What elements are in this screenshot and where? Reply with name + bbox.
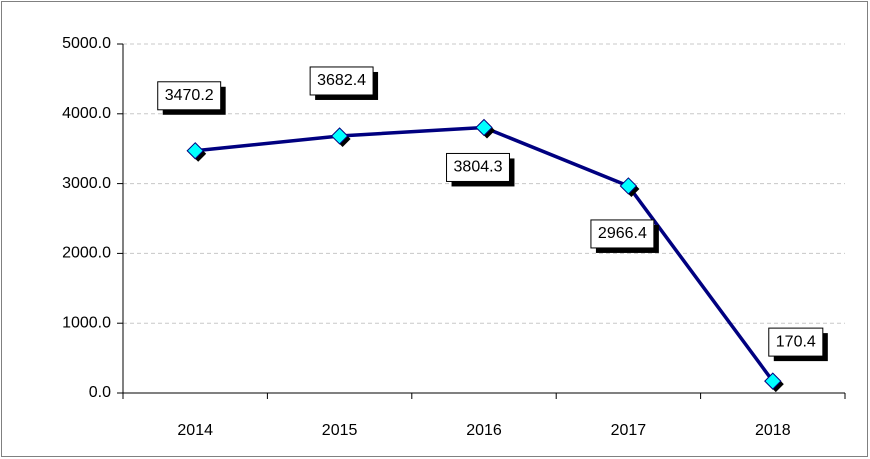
data-label-text: 170.4 [776,333,816,350]
data-label: 2966.4 [590,219,659,253]
data-label-box [590,219,655,249]
data-label-text: 3470.2 [165,87,214,104]
y-tick-label: 1000.0 [62,314,111,331]
x-tick-label: 2018 [755,422,791,439]
data-label: 3804.3 [446,152,515,187]
data-label: 170.4 [768,327,828,362]
x-tick-label: 2016 [466,422,502,439]
y-tick-label: 2000.0 [62,245,111,262]
marker [475,118,493,137]
marker [619,177,638,195]
data-label-text: 3682.4 [317,72,366,89]
data-label-box [768,327,824,357]
y-tick-label: 0.0 [89,384,111,401]
marker [330,127,349,145]
data-label-box [309,66,374,96]
data-label-text: 2966.4 [598,225,647,242]
data-label: 3682.4 [309,66,379,100]
data-label-box [446,152,510,182]
y-tick-label: 5000.0 [62,35,111,52]
data-label-text: 3804.3 [454,159,503,176]
marker [764,372,782,390]
x-tick-label: 2015 [322,422,358,439]
y-tick-label: 4000.0 [62,105,111,122]
marker [186,142,204,160]
x-tick-label: 2014 [177,422,213,439]
y-tick-label: 3000.0 [62,175,111,192]
x-tick-label: 2017 [611,422,647,439]
data-label-box [157,81,222,111]
data-label: 3470.2 [157,81,226,115]
